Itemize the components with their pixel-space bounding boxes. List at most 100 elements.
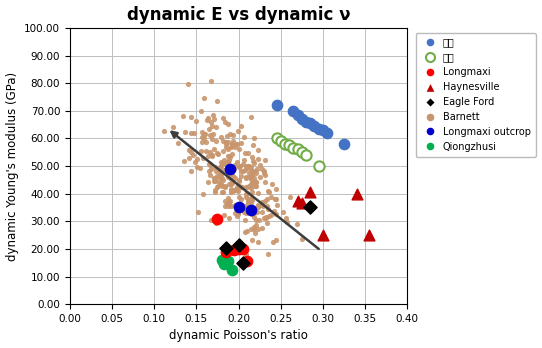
Barnett <box>248 169 256 174</box>
Barnett <box>231 175 240 181</box>
Barnett <box>225 162 234 168</box>
Barnett <box>248 172 256 177</box>
Barnett <box>220 198 229 204</box>
Barnett <box>246 211 255 216</box>
Barnett <box>270 196 279 201</box>
Barnett <box>209 178 218 183</box>
Barnett <box>206 161 215 167</box>
Barnett <box>190 159 199 165</box>
Barnett <box>228 180 236 185</box>
Barnett <box>298 237 307 242</box>
Barnett <box>250 160 259 166</box>
Barnett <box>201 131 209 137</box>
Barnett <box>239 209 248 215</box>
Barnett <box>248 142 257 147</box>
Barnett <box>243 201 252 206</box>
Barnett <box>224 121 233 127</box>
Barnett <box>207 218 216 223</box>
Barnett <box>210 164 219 169</box>
Barnett <box>224 203 233 208</box>
Barnett <box>254 203 262 209</box>
Barnett <box>240 150 249 156</box>
Barnett <box>260 215 269 221</box>
Point <box>298 200 306 206</box>
Barnett <box>225 181 234 187</box>
Barnett <box>197 134 206 140</box>
Barnett <box>196 165 205 171</box>
Point <box>238 260 247 266</box>
Barnett <box>261 215 270 221</box>
Barnett <box>218 161 227 166</box>
Barnett <box>247 196 255 201</box>
Barnett <box>225 199 234 205</box>
Barnett <box>193 209 202 215</box>
Barnett <box>227 167 236 173</box>
Barnett <box>230 166 238 172</box>
Barnett <box>217 183 226 188</box>
Barnett <box>230 162 239 167</box>
Barnett <box>190 130 198 136</box>
Barnett <box>185 147 194 152</box>
Barnett <box>242 252 250 257</box>
Barnett <box>286 194 295 199</box>
Barnett <box>221 184 229 190</box>
Barnett <box>267 194 275 199</box>
Barnett <box>212 138 221 143</box>
Barnett <box>242 194 250 199</box>
Barnett <box>218 189 227 195</box>
Barnett <box>265 213 274 219</box>
Barnett <box>223 171 231 176</box>
Barnett <box>223 174 232 180</box>
Barnett <box>206 132 215 137</box>
Point <box>213 216 222 221</box>
Barnett <box>247 180 256 186</box>
X-axis label: dynamic Poisson's ratio: dynamic Poisson's ratio <box>169 330 308 342</box>
Barnett <box>216 168 224 174</box>
Barnett <box>230 144 239 149</box>
Barnett <box>221 204 229 209</box>
Barnett <box>252 222 261 228</box>
Barnett <box>238 161 247 166</box>
Barnett <box>249 135 258 141</box>
Barnett <box>249 175 258 181</box>
Point <box>319 127 327 133</box>
Legend: 진주, 대구, Longmaxi, Haynesville, Eagle Ford, Barnett, Longmaxi outcrop, Qiongzhusi: 진주, 대구, Longmaxi, Haynesville, Eagle For… <box>416 33 535 157</box>
Barnett <box>218 149 227 154</box>
Barnett <box>223 163 232 169</box>
Barnett <box>273 202 281 208</box>
Barnett <box>223 168 231 174</box>
Barnett <box>247 185 256 191</box>
Point <box>234 205 243 210</box>
Barnett <box>246 174 254 180</box>
Barnett <box>244 206 253 212</box>
Barnett <box>218 189 227 195</box>
Barnett <box>254 227 263 232</box>
Barnett <box>237 123 246 128</box>
Barnett <box>225 173 234 178</box>
Barnett <box>216 159 225 165</box>
Barnett <box>168 125 177 130</box>
Barnett <box>200 132 209 137</box>
Barnett <box>251 217 260 222</box>
Barnett <box>206 149 215 155</box>
Point <box>276 139 285 144</box>
Barnett <box>216 173 225 178</box>
Barnett <box>220 158 229 163</box>
Barnett <box>174 140 183 145</box>
Point <box>243 259 251 264</box>
Barnett <box>231 141 240 147</box>
Barnett <box>202 148 210 154</box>
Point <box>310 123 319 129</box>
Barnett <box>279 210 287 215</box>
Barnett <box>224 159 233 165</box>
Point <box>302 152 311 158</box>
Barnett <box>207 152 216 158</box>
Barnett <box>231 202 240 207</box>
Barnett <box>212 98 221 104</box>
Barnett <box>254 147 263 152</box>
Barnett <box>215 179 223 184</box>
Barnett <box>252 180 261 185</box>
Barnett <box>241 184 250 189</box>
Point <box>228 267 236 272</box>
Barnett <box>292 221 301 227</box>
